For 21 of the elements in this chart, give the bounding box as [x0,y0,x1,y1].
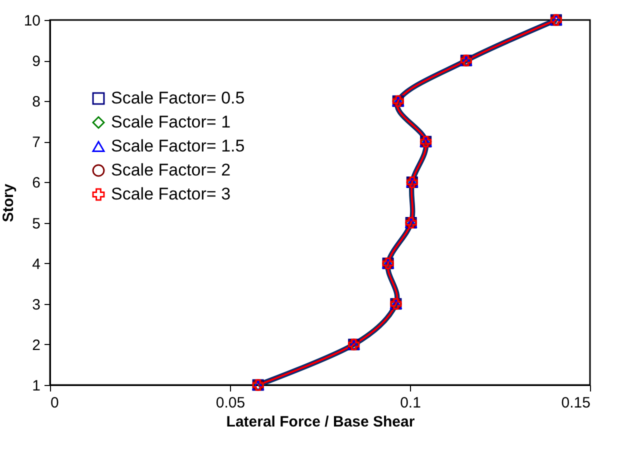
x-tick-label: 0.1 [400,394,421,412]
x-tick-label: 0.15 [561,394,590,412]
y-axis-title: Story [0,183,17,222]
legend-label: Scale Factor= 1.5 [111,136,245,156]
y-tick-label: 3 [32,296,40,314]
legend-label: Scale Factor= 0.5 [111,88,245,108]
x-tick-label: 0.05 [216,394,246,412]
y-tick-label: 1 [32,378,40,394]
y-tick-label: 10 [24,12,40,30]
x-tick-label: 0 [50,394,59,412]
x-axis-title: Lateral Force / Base Shear [226,414,415,430]
legend-label: Scale Factor= 1 [111,112,231,132]
y-tick-label: 4 [32,256,40,273]
legend-label: Scale Factor= 2 [111,160,231,180]
y-tick-label: 6 [32,174,40,192]
legend-label: Scale Factor= 3 [111,184,231,204]
y-tick-label: 2 [32,336,40,354]
y-tick-label: 5 [32,215,40,232]
y-tick-label: 9 [32,53,40,70]
y-tick-label: 7 [32,134,40,152]
y-tick-label: 8 [32,94,40,111]
